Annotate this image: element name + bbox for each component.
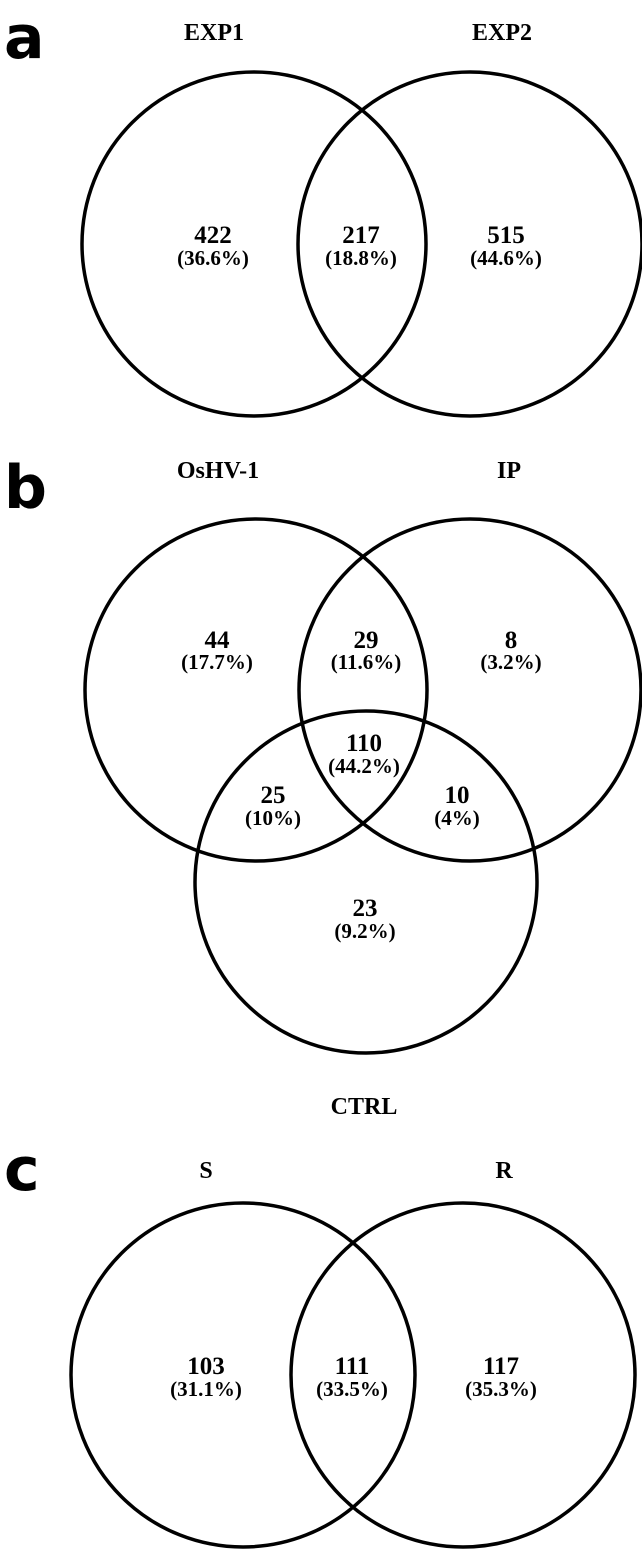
panel-letter-b: b: [4, 453, 47, 523]
set-label-s: S: [199, 1158, 212, 1184]
percent-all-three: (44.2%): [328, 754, 400, 778]
percent-s-r: (33.5%): [316, 1377, 388, 1401]
percent-ctrl-only: (9.2%): [334, 919, 395, 943]
panel-letter-a: a: [4, 3, 45, 73]
percent-exp1-exp2: (18.8%): [325, 246, 397, 270]
circle-exp1: [80, 70, 428, 418]
set-label-ip: IP: [497, 458, 521, 484]
percent-oshv1-only: (17.7%): [181, 650, 253, 674]
panel-a: a EXP1 EXP2 422 (36.6%) 217 (18.8%) 515 …: [4, 3, 642, 418]
count-exp1-only: 422: [194, 222, 232, 249]
count-ctrl-only: 23: [353, 895, 378, 922]
set-label-r: R: [495, 1158, 513, 1184]
percent-exp2-only: (44.6%): [470, 246, 542, 270]
percent-ip-only: (3.2%): [480, 650, 541, 674]
count-exp2-only: 515: [487, 222, 525, 249]
set-label-ctrl: CTRL: [331, 1094, 398, 1120]
count-oshv1-ip: 29: [354, 627, 379, 654]
percent-s-only: (31.1%): [170, 1377, 242, 1401]
count-oshv1-only: 44: [205, 627, 231, 654]
count-oshv1-ctrl: 25: [261, 782, 286, 809]
set-label-exp1: EXP1: [184, 20, 244, 46]
count-r-only: 117: [483, 1353, 519, 1380]
count-ip-only: 8: [505, 627, 518, 654]
percent-exp1-only: (36.6%): [177, 246, 249, 270]
count-all-three: 110: [346, 730, 382, 757]
percent-ip-ctrl: (4%): [434, 806, 480, 830]
circle-exp2: [296, 70, 642, 418]
set-label-oshv1: OsHV-1: [177, 458, 259, 484]
circle-r: [289, 1201, 637, 1549]
circle-s: [69, 1201, 417, 1549]
percent-oshv1-ip: (11.6%): [331, 650, 402, 674]
count-s-only: 103: [187, 1353, 225, 1380]
circle-ip: [297, 517, 642, 863]
circle-oshv1: [83, 517, 429, 863]
circle-ctrl: [193, 709, 539, 1055]
panel-b: b OsHV-1 IP CTRL 44 (17.7%) 29 (11.6%) 8…: [4, 453, 642, 1120]
count-exp1-exp2: 217: [342, 222, 380, 249]
panel-c: c S R 103 (31.1%) 111 (33.5%) 117 (35.3%…: [4, 1135, 637, 1549]
percent-r-only: (35.3%): [465, 1377, 537, 1401]
percent-oshv1-ctrl: (10%): [245, 806, 301, 830]
set-label-exp2: EXP2: [472, 20, 532, 46]
count-ip-ctrl: 10: [445, 782, 470, 809]
panel-letter-c: c: [4, 1135, 40, 1205]
count-s-r: 111: [335, 1353, 370, 1380]
